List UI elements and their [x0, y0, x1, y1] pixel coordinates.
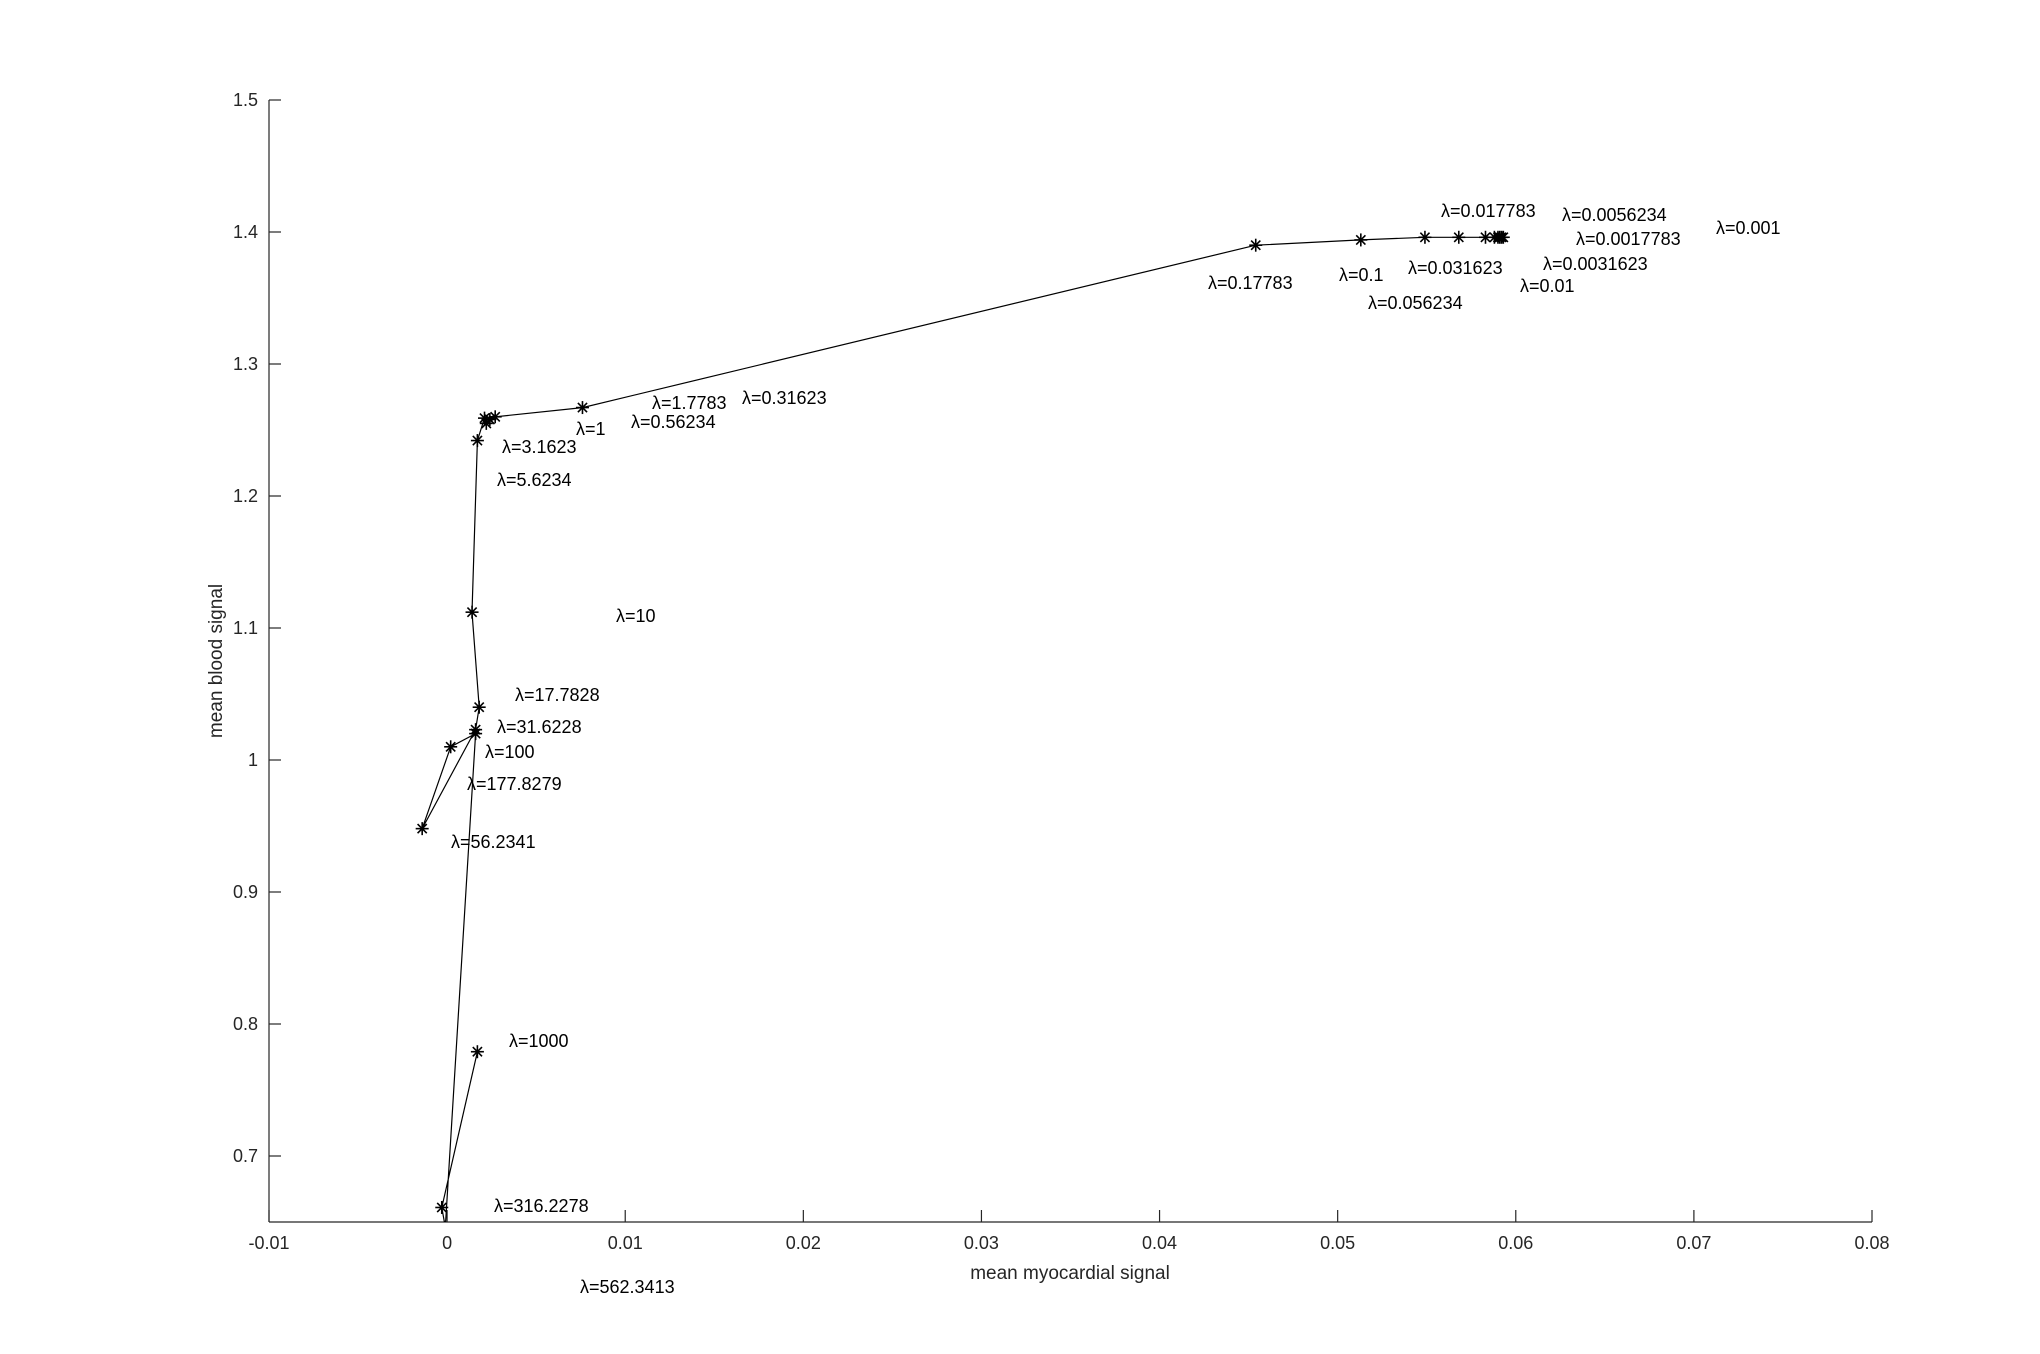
marker-stroke [1355, 234, 1366, 246]
x-tick-label: 0 [442, 1233, 452, 1253]
data-label: λ=17.7828 [515, 685, 600, 705]
data-labels: λ=0.001 λ=0.0017783 λ=0.0031623 λ=0.0056234… [451, 201, 1781, 1297]
y-tick-label: 1 [248, 750, 258, 770]
x-tick-label: 0.05 [1320, 1233, 1355, 1253]
y-tick-label: 0.9 [233, 882, 258, 902]
data-label: λ=31.6228 [497, 717, 582, 737]
y-tick-label: 0.8 [233, 1014, 258, 1034]
data-point [1487, 230, 1501, 244]
data-point [435, 1200, 449, 1214]
y-tick-label: 1.5 [233, 90, 258, 110]
data-label: λ=0.17783 [1208, 273, 1293, 293]
data-label: λ=316.2278 [494, 1196, 589, 1216]
data-point [1249, 238, 1263, 252]
x-axis-label: mean myocardial signal [970, 1263, 1170, 1284]
x-tick-label: 0.02 [786, 1233, 821, 1253]
y-tick-label: 1.3 [233, 354, 258, 374]
data-point [1418, 230, 1432, 244]
x-tick-label: 0.01 [608, 1233, 643, 1253]
x-tick-label: -0.01 [248, 1233, 289, 1253]
y-tick-label: 1.4 [233, 222, 258, 242]
data-label: λ=1000 [509, 1031, 569, 1051]
data-point [469, 727, 483, 741]
data-label: λ=0.0017783 [1576, 229, 1681, 249]
data-label: λ=0.31623 [742, 388, 827, 408]
marker-stroke [466, 606, 478, 618]
x-tick-label: 0.03 [964, 1233, 999, 1253]
data-point [472, 700, 486, 714]
marker-stroke [481, 418, 492, 429]
data-point [441, 1220, 450, 1232]
data-point [1354, 233, 1368, 247]
data-point [470, 1045, 484, 1059]
marker-stroke [441, 1223, 450, 1232]
marker-stroke [417, 823, 428, 834]
data-label: λ=0.01 [1520, 276, 1575, 296]
marker-stroke [445, 741, 456, 752]
y-tick-label: 1.2 [233, 486, 258, 506]
data-label: λ=100 [485, 742, 535, 762]
data-label: λ=3.1623 [502, 437, 577, 457]
data-point [1452, 230, 1466, 244]
data-point [465, 605, 479, 619]
data-series [415, 230, 1510, 1232]
data-label: λ=5.6234 [497, 470, 572, 490]
marker-stroke [1453, 232, 1464, 243]
data-label: λ=0.056234 [1368, 293, 1463, 313]
y-tick-label: 1.1 [233, 618, 258, 638]
data-point [1478, 230, 1492, 244]
data-point [470, 434, 484, 448]
marker-stroke [472, 1046, 483, 1057]
data-label: λ=0.017783 [1441, 201, 1536, 221]
x-tick-label: 0.04 [1142, 1233, 1177, 1253]
marker-stroke [470, 728, 481, 739]
data-label: λ=56.2341 [451, 832, 536, 852]
y-axis-label: mean blood signal [206, 584, 227, 738]
marker-stroke [441, 1223, 450, 1232]
marker-stroke [1480, 232, 1491, 243]
x-tick-label: 0.07 [1676, 1233, 1711, 1253]
data-point [444, 740, 458, 754]
marker-stroke [1419, 232, 1431, 243]
marker-stroke [436, 1202, 447, 1213]
data-label: λ=0.0056234 [1562, 205, 1667, 225]
series-line [421, 236, 1504, 1222]
data-label: λ=0.0031623 [1543, 254, 1648, 274]
data-point [478, 411, 492, 425]
data-label: λ=1.7783 [652, 393, 727, 413]
data-label: λ=0.1 [1339, 265, 1384, 285]
marker-stroke [1250, 240, 1261, 251]
data-point [415, 822, 429, 836]
marker-stroke [1489, 232, 1500, 243]
data-label: λ=0.56234 [631, 412, 716, 432]
data-label: λ=1 [576, 419, 606, 439]
data-label: λ=562.3413 [580, 1277, 675, 1297]
marker-stroke [479, 412, 490, 424]
marker-stroke [474, 702, 485, 713]
data-label: λ=0.001 [1716, 218, 1781, 238]
axes: -0.01 0 0.01 0.02 0.03 0.04 0.05 0.06 0.07 0.08 0.… [233, 90, 1890, 1253]
marker-stroke [577, 402, 588, 413]
data-label: λ=10 [616, 606, 656, 626]
marker-stroke [472, 435, 483, 446]
y-tick-label: 0.7 [233, 1146, 258, 1166]
data-point [575, 401, 589, 415]
x-tick-label: 0.06 [1498, 1233, 1533, 1253]
x-tick-label: 0.08 [1854, 1233, 1889, 1253]
data-label: λ=177.8279 [467, 774, 562, 794]
data-label: λ=0.031623 [1408, 258, 1503, 278]
